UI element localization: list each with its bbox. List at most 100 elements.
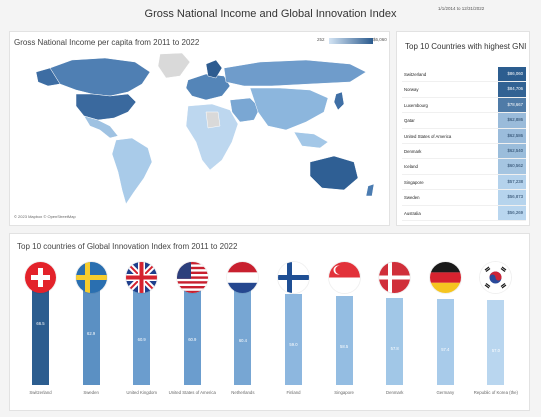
map-usa[interactable]: [75, 93, 137, 121]
gni-value: $62,540: [498, 143, 526, 159]
gni-row[interactable]: Qatar $62,886: [402, 113, 526, 129]
gii-value-label: 60.4: [238, 338, 247, 343]
switzerland-flag-icon: [25, 262, 56, 293]
gni-row[interactable]: Sweden $56,873: [402, 190, 526, 206]
gii-column: 57.4 Germany: [424, 259, 474, 409]
map-south-america[interactable]: [111, 137, 153, 205]
dashboard-title: Gross National Income and Global Innovat…: [144, 8, 397, 20]
gii-value-label: 57.4: [441, 347, 450, 352]
gni-row[interactable]: Luxembourg $78,667: [402, 97, 526, 114]
gii-country-label: Finland: [286, 390, 301, 395]
map-australia[interactable]: [309, 155, 359, 191]
united-kingdom-flag-icon: [126, 262, 158, 293]
gni-row[interactable]: Iceland $60,562: [402, 159, 526, 175]
map-scandinavia[interactable]: [205, 59, 223, 79]
map-africa-nodata[interactable]: [205, 111, 221, 129]
legend-gradient: [329, 38, 373, 44]
map-mexico-central[interactable]: [83, 115, 119, 139]
gni-country: Denmark: [404, 148, 422, 154]
map-middle-east[interactable]: [229, 97, 261, 123]
gii-column: 57.8 Denmark: [373, 259, 423, 409]
gii-column: 59.0 Finland: [272, 259, 322, 409]
map-greenland[interactable]: [157, 52, 191, 79]
map-africa[interactable]: [185, 103, 239, 171]
gii-column: 57.0 Republic of Korea (the): [474, 259, 524, 409]
finland-flag-icon: [278, 262, 309, 293]
gii-value-label: 59.0: [289, 342, 298, 347]
gii-column: 60.4 Netherlands: [221, 259, 271, 409]
world-map[interactable]: [10, 50, 391, 214]
gii-value-label: 62.9: [87, 331, 96, 336]
gii-country-label: Netherlands: [231, 390, 255, 395]
gni-row[interactable]: United States of America $62,586: [402, 128, 526, 144]
gii-bar[interactable]: 60.9: [133, 289, 151, 385]
gni-value: $60,562: [498, 159, 526, 174]
color-legend: 252 $6,060: [317, 37, 387, 46]
gni-country: Singapore: [404, 179, 424, 185]
gii-country-label: Germany: [436, 390, 455, 395]
gni-value: $57,238: [498, 174, 526, 190]
gni-country: Iceland: [404, 164, 418, 170]
gni-row[interactable]: Denmark $62,540: [402, 143, 526, 160]
gni-country: Norway: [404, 87, 419, 93]
gii-country-label: United States of America: [168, 390, 216, 395]
gni-row[interactable]: Norway $84,706: [402, 82, 526, 98]
legend-max: $6,060: [373, 37, 387, 42]
map-alaska[interactable]: [35, 67, 61, 87]
gii-country-label: United Kingdom: [126, 390, 157, 395]
gii-bar[interactable]: 57.8: [386, 298, 404, 385]
gii-country-label: Denmark: [385, 390, 404, 395]
gni-value: $62,886: [498, 113, 526, 128]
gni-country: Australia: [404, 210, 421, 216]
gii-value-label: 66.5: [36, 321, 45, 326]
gii-bar[interactable]: 58.5: [335, 296, 353, 385]
gii-bar[interactable]: 66.5: [32, 273, 49, 385]
gii-value-label: 57.0: [491, 348, 500, 353]
gii-country-label: Republic of Korea (the): [473, 390, 518, 395]
gii-column: 62.9 Sweden: [70, 259, 120, 409]
gii-column: 60.9 United Kingdom: [120, 259, 170, 409]
map-russia[interactable]: [223, 59, 367, 87]
gii-bar[interactable]: 59.0: [285, 294, 302, 385]
singapore-flag-icon: [328, 262, 360, 293]
gni-value: $86,060: [498, 67, 526, 82]
denmark-flag-icon: [379, 262, 411, 293]
map-japan[interactable]: [333, 91, 345, 111]
gii-country-label: Singapore: [334, 390, 354, 395]
date-range: 1/1/2014 to 12/31/2022: [438, 6, 485, 11]
map-new-zealand[interactable]: [365, 183, 375, 197]
gni-country: Switzerland: [404, 72, 427, 77]
gii-column: 60.9 United States of America: [169, 259, 221, 409]
gii-bar[interactable]: 57.0: [487, 300, 505, 385]
gii-bar[interactable]: 62.9: [82, 283, 100, 385]
gni-row[interactable]: Singapore $57,238: [402, 174, 526, 191]
legend-min: 252: [317, 37, 325, 42]
gni-top10-panel: Top 10 Countries with highest GNI Switze…: [396, 31, 530, 226]
map-asia[interactable]: [249, 87, 329, 131]
map-southeast-asia[interactable]: [293, 131, 329, 149]
south-korea-flag-icon: [480, 262, 512, 293]
gni-value: $78,667: [498, 97, 526, 113]
gii-bar[interactable]: 60.4: [234, 290, 252, 385]
gni-value: $56,873: [498, 190, 526, 205]
gii-column: 58.5 Singapore: [323, 259, 373, 409]
gni-country: Luxembourg: [404, 102, 428, 108]
gni-title: Top 10 Countries with highest GNI: [405, 42, 527, 51]
map-europe[interactable]: [185, 73, 231, 101]
gni-value: $56,269: [498, 205, 526, 220]
gii-value-label: 58.5: [340, 344, 349, 349]
gni-country: Qatar: [404, 118, 415, 124]
gni-row[interactable]: Australia $56,269: [402, 205, 526, 221]
gii-country-label: Sweden: [83, 390, 99, 395]
map-title: Gross National Income per capita from 20…: [14, 38, 200, 47]
netherlands-flag-icon: [227, 262, 259, 293]
gii-bar[interactable]: 57.4: [436, 299, 454, 385]
gii-bar[interactable]: 60.9: [183, 289, 201, 385]
map-canada[interactable]: [49, 57, 151, 97]
gni-row[interactable]: Switzerland $86,060: [402, 67, 526, 83]
gii-value-label: 60.9: [137, 337, 146, 342]
sweden-flag-icon: [75, 262, 107, 293]
gii-top10-panel: Top 10 countries of Global Innovation In…: [9, 233, 530, 411]
gni-value: $62,586: [498, 128, 526, 143]
